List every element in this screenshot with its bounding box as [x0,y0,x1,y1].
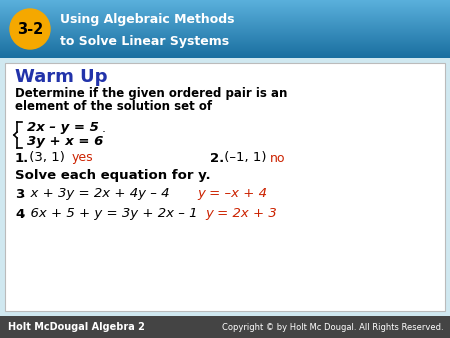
Text: 3: 3 [15,188,24,200]
Text: 2.: 2. [210,151,224,165]
Text: yes: yes [72,151,94,165]
Text: 4: 4 [15,208,24,220]
Text: (–1, 1): (–1, 1) [220,151,271,165]
Text: Solve each equation for y.: Solve each equation for y. [15,169,211,183]
Bar [5,63,445,311]
Circle shape [10,9,50,49]
Text: (3, 1): (3, 1) [25,151,69,165]
Text: Determine if the given ordered pair is an: Determine if the given ordered pair is a… [15,87,288,99]
Text: 3y + x = 6: 3y + x = 6 [27,136,104,148]
Text: to Solve Linear Systems: to Solve Linear Systems [60,35,229,48]
Text: . 6x + 5 + y = 3y + 2x – 1: . 6x + 5 + y = 3y + 2x – 1 [22,208,206,220]
Text: element of the solution set of: element of the solution set of [15,99,212,113]
Text: Warm Up: Warm Up [15,68,108,86]
Text: Holt McDougal Algebra 2: Holt McDougal Algebra 2 [8,322,145,332]
Text: y = 2x + 3: y = 2x + 3 [205,208,277,220]
Text: Using Algebraic Methods: Using Algebraic Methods [60,14,234,26]
Text: no: no [270,151,285,165]
Bar [0,316,450,338]
Text: 2x – y = 5: 2x – y = 5 [27,121,99,135]
Text: Copyright © by Holt Mc Dougal. All Rights Reserved.: Copyright © by Holt Mc Dougal. All Right… [222,322,444,332]
Text: .: . [102,121,106,135]
Text: . x + 3y = 2x + 4y – 4: . x + 3y = 2x + 4y – 4 [22,188,178,200]
Text: y = –x + 4: y = –x + 4 [197,188,267,200]
Text: 1.: 1. [15,151,29,165]
Text: 3-2: 3-2 [17,22,43,37]
